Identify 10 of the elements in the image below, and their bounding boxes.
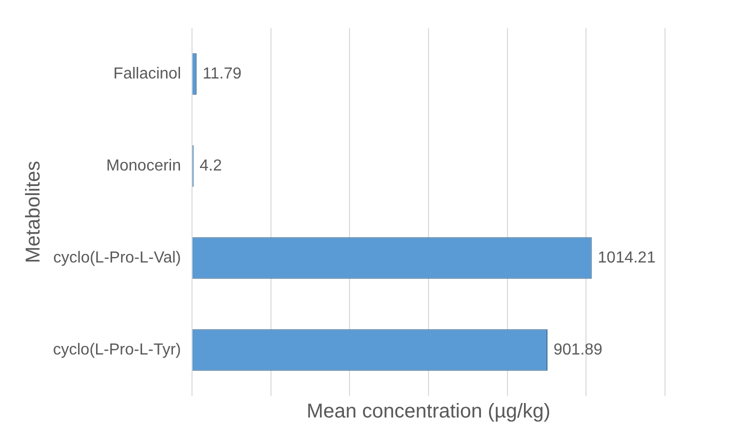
y-tick-label: Fallacinol xyxy=(113,65,182,82)
data-label: 901.89 xyxy=(553,341,603,358)
y-tick-label: cyclo(L-Pro-L-Tyr) xyxy=(52,341,182,358)
data-label: 11.79 xyxy=(202,65,242,82)
data-label: 1014.21 xyxy=(598,249,656,266)
y-axis-title: Metabolites xyxy=(22,160,45,264)
x-axis-title: Mean concentration (µg/kg) xyxy=(306,400,550,423)
y-tick-label: cyclo(L-Pro-L-Val) xyxy=(53,249,182,266)
data-label: 4.2 xyxy=(200,157,222,174)
y-tick-label: Monocerin xyxy=(106,157,182,174)
